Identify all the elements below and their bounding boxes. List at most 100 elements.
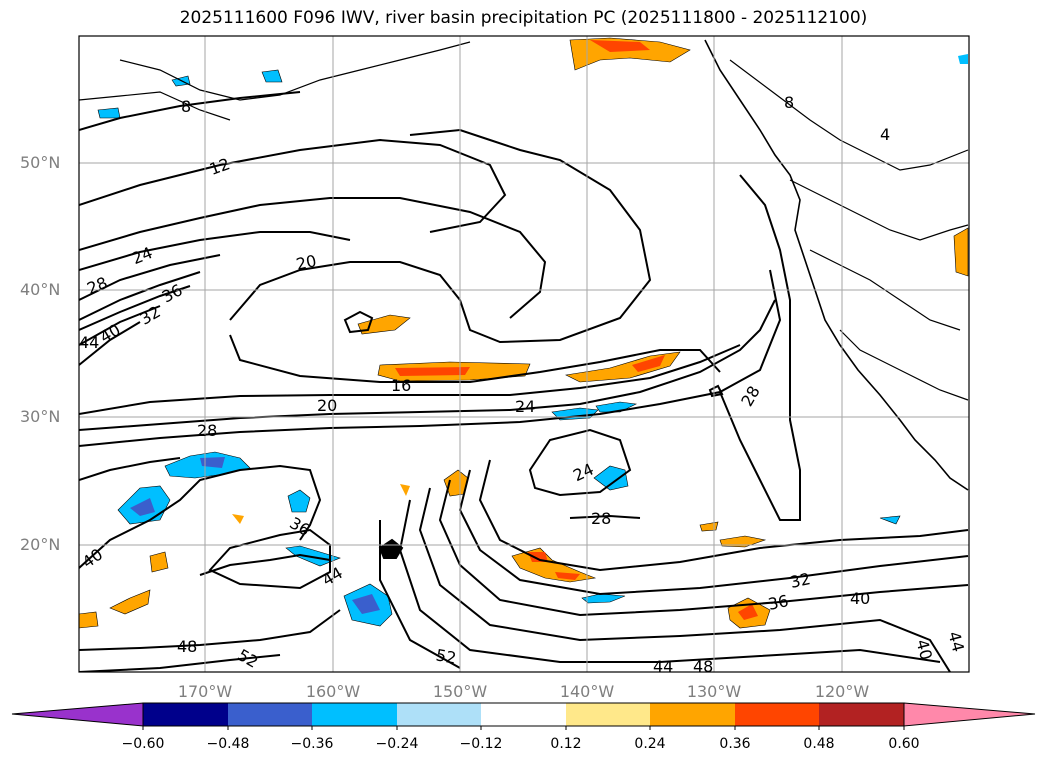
precip-patch-negative	[879, 515, 901, 525]
iwv-contour-28-inner	[569, 514, 641, 519]
colorbar-tick-label: 0.24	[634, 736, 666, 752]
contour-label: 28	[591, 509, 611, 528]
map-title: 2025111600 F096 IWV, river basin precipi…	[179, 8, 868, 28]
colorbar-segment	[312, 703, 397, 726]
contour-label: 44	[944, 629, 968, 654]
colorbar-tick-label: 0.60	[888, 736, 920, 752]
lon-label: 140°W	[559, 682, 615, 701]
iwv-contour-hawaii	[378, 538, 404, 559]
iwv-contour-36	[438, 479, 969, 617]
precip-patch-positive	[79, 611, 99, 629]
colorbar-extend-high	[903, 702, 1036, 727]
iwv-contour-40	[79, 305, 161, 346]
contour-label: 44	[79, 333, 99, 352]
colorbar-segment	[650, 703, 735, 726]
precip-patch-negative	[595, 401, 638, 413]
lon-label: 170°W	[177, 682, 233, 701]
contour-label: 36	[286, 513, 313, 540]
coastline	[119, 41, 471, 101]
coastline	[839, 329, 969, 401]
lat-label: 20°N	[20, 535, 61, 554]
contour-label: 8	[181, 97, 191, 116]
precip-patch-negative	[200, 457, 225, 468]
precip-anomaly-layer	[79, 37, 969, 629]
precip-patch-positive	[232, 514, 244, 524]
colorbar-tick-label: −0.12	[459, 736, 503, 752]
contour-label: 24	[515, 397, 535, 416]
coastline	[79, 91, 231, 121]
contour-label: 20	[317, 396, 337, 415]
precip-patch-positive	[738, 604, 758, 620]
lat-label: 50°N	[20, 153, 61, 172]
precip-patch-positive	[590, 40, 650, 52]
colorbar-segment	[566, 703, 650, 726]
contour-label: 48	[177, 637, 197, 656]
lon-label: 150°W	[432, 682, 488, 701]
contour-label: 12	[207, 154, 233, 179]
iwv-contour-12	[79, 138, 507, 233]
contour-label: 4	[880, 125, 890, 144]
lon-label: 120°W	[814, 682, 870, 701]
colorbar-tick-label: −0.36	[290, 736, 334, 752]
colorbar-tick-label: −0.48	[206, 736, 250, 752]
contour-label: 32	[788, 569, 812, 592]
map-border	[78, 35, 970, 673]
iwv-contour-44-west	[199, 553, 331, 576]
iwv-contour-36	[79, 285, 191, 331]
colorbar-segment	[735, 703, 819, 726]
precip-patch-positive	[632, 355, 665, 372]
iwv-contour-20-zonal	[79, 344, 741, 415]
iwv-contour-16-loop	[229, 128, 652, 344]
precip-patch-negative	[97, 107, 121, 119]
colorbar-segment	[819, 703, 904, 726]
iwv-contour-44	[79, 321, 141, 366]
colorbar-tick-label: −0.24	[375, 736, 419, 752]
iwv-contour-8	[79, 91, 301, 131]
iwv-contour-28-2	[478, 459, 969, 572]
contour-label: 52	[234, 645, 261, 672]
precip-patch-negative	[593, 465, 629, 491]
colorbar-segment	[228, 703, 312, 726]
iwv-contour-52-west	[79, 654, 281, 672]
iwv-contour-layer	[79, 39, 969, 672]
precip-patch-negative	[287, 489, 311, 513]
contour-label: 28	[737, 383, 764, 410]
contour-label: 8	[784, 93, 794, 112]
contour-label: 40	[912, 637, 936, 662]
precip-patch-positive	[953, 227, 969, 277]
contour-label: 48	[693, 657, 713, 676]
coastline	[789, 179, 969, 241]
colorbar-segment	[143, 703, 228, 726]
iwv-contour-24-zonal	[79, 299, 776, 431]
precip-patch-positive	[109, 589, 151, 615]
precip-patch-positive	[357, 314, 411, 335]
contour-label: 52	[434, 645, 457, 667]
coastline	[704, 39, 969, 491]
contour-label: 16	[391, 376, 411, 395]
contour-label: 36	[766, 591, 790, 614]
precip-patch-positive	[555, 572, 580, 580]
iwv-contour-24	[79, 231, 351, 271]
contour-label: 24	[570, 459, 596, 485]
iwv-contour-small	[343, 310, 374, 334]
iwv-contour-28-loop	[719, 174, 801, 521]
contour-label-layer: 8 12 24 28 36 40 32 44 20 16 20 24 28 28…	[79, 93, 968, 676]
precip-patch-positive	[699, 521, 719, 532]
contour-label: 28	[197, 421, 217, 440]
gridlines	[79, 36, 969, 672]
colorbar-tick-label: −0.60	[121, 736, 165, 752]
contour-label: 24	[129, 243, 155, 268]
contour-label: 40	[850, 589, 870, 608]
contour-label: 44	[319, 563, 346, 590]
colorbar-tick-label: 0.36	[719, 736, 751, 752]
iwv-contour-32	[458, 469, 969, 596]
contour-label: 40	[79, 545, 107, 572]
precip-patch-negative	[261, 69, 283, 83]
colorbar-segment	[397, 703, 481, 726]
iwv-contour-20	[79, 197, 547, 319]
iwv-contour-48-west	[79, 609, 341, 651]
colorbar-extend-low	[11, 702, 144, 727]
iwv-contour-20-inner	[229, 334, 721, 383]
coastline	[729, 59, 969, 171]
lon-label: 160°W	[305, 682, 361, 701]
